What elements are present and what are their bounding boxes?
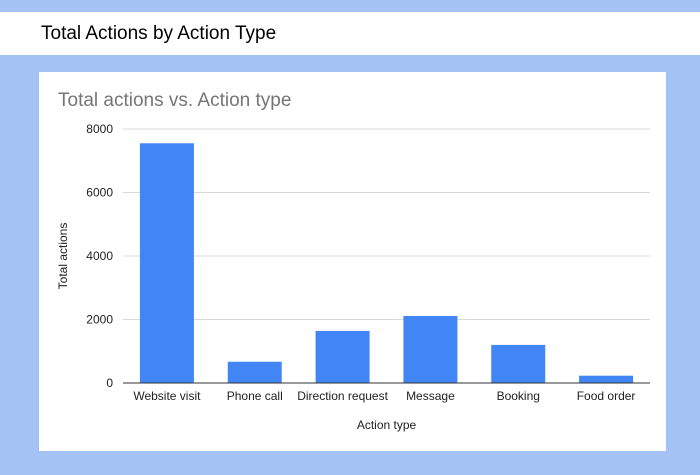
x-axis-title: Action type (357, 418, 417, 432)
header-bar: Total Actions by Action Type (0, 12, 700, 55)
bar (403, 316, 458, 383)
bar (491, 344, 546, 383)
bar (139, 143, 194, 383)
y-tick-label: 8000 (86, 122, 113, 136)
x-tick-label: Website visit (133, 389, 201, 403)
y-tick-label: 6000 (86, 186, 113, 200)
y-tick-label: 4000 (86, 249, 113, 263)
y-tick-label: 0 (106, 376, 113, 390)
page-title: Total Actions by Action Type (41, 23, 277, 44)
x-tick-label: Phone call (227, 389, 283, 403)
bar (227, 361, 282, 383)
chart-card: 0 2000 4000 6000 8000 Website visit Phone call… (39, 72, 666, 451)
bar (579, 375, 634, 383)
bar (315, 330, 370, 383)
y-tick-label: 2000 (86, 313, 113, 327)
chart-title: Total actions vs. Action type (58, 90, 292, 111)
x-tick-label: Direction request (297, 389, 388, 403)
x-tick-label: Message (406, 389, 455, 403)
y-axis-title: Total actions (56, 223, 70, 290)
x-tick-label: Food order (577, 389, 636, 403)
x-tick-label: Booking (497, 389, 540, 403)
bar-chart: 0 2000 4000 6000 8000 Website visit Phone call… (56, 122, 650, 432)
